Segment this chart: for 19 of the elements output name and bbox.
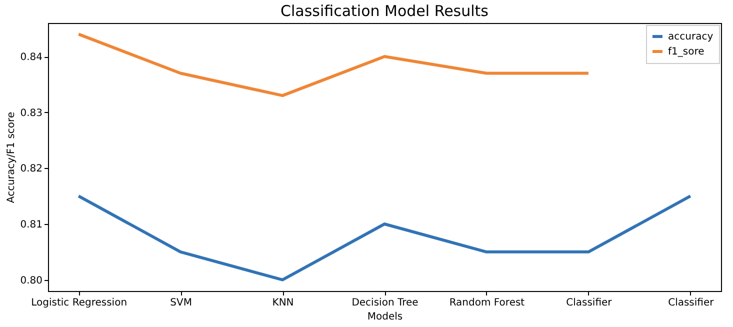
y-tick-label: 0.83	[20, 108, 42, 119]
legend-label: accuracy	[668, 32, 714, 42]
x-tick-label: KNN	[272, 298, 294, 308]
x-tick-label: Classifier	[566, 298, 613, 308]
y-tick-label: 0.84	[20, 52, 42, 63]
y-tick-label: 0.82	[20, 164, 42, 175]
x-tick-label: Classifier	[668, 298, 715, 308]
line-series	[77, 32, 590, 98]
chart-title: Classification Model Results	[280, 2, 489, 20]
x-tick-label: Logistic Regression	[31, 298, 128, 308]
x-tick-label: Decision Tree	[352, 298, 418, 308]
x-tick-label: SVM	[170, 298, 192, 308]
x-axis-title: Models	[367, 312, 403, 322]
y-tick-label: 0.81	[20, 220, 42, 230]
legend-label: f1_sore	[668, 46, 704, 58]
y-tick-label: 0.80	[20, 275, 42, 286]
x-tick-label: Random Forest	[449, 298, 525, 308]
line-series	[77, 194, 692, 282]
y-axis-title: Accuracy/F1 score	[6, 112, 18, 204]
